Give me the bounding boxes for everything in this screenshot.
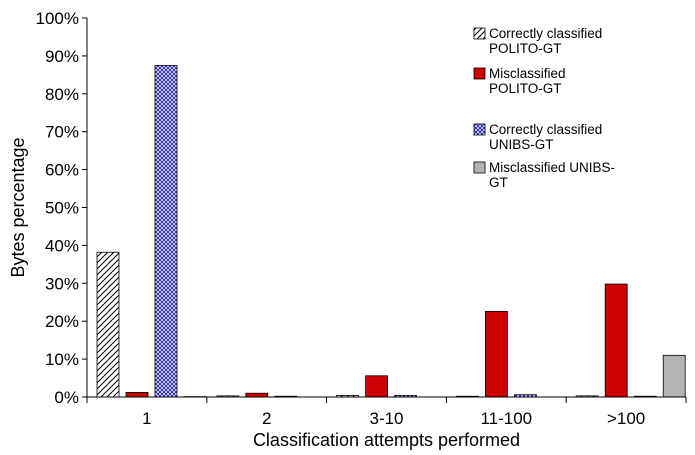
bar-2-2: [245, 392, 269, 398]
bar-2->100: [604, 283, 628, 398]
legend-label-4: Misclassified UNIBS-: [489, 160, 615, 175]
y-tick-label: 100%: [36, 9, 79, 28]
legend-swatch-3: [473, 123, 486, 136]
legend-label-1: POLITO-GT: [489, 41, 562, 56]
y-tick-label: 80%: [45, 85, 79, 104]
y-tick-label: 90%: [45, 47, 79, 66]
y-axis-title: Bytes percentage: [8, 137, 28, 277]
legend-label-4: GT: [489, 175, 508, 190]
y-tick-label: 70%: [45, 123, 79, 142]
legend-label-3: Correctly classified: [489, 122, 602, 137]
bar-2-3-10: [365, 375, 389, 398]
bar-3-1: [154, 64, 178, 398]
x-tick-label: >100: [607, 409, 645, 428]
legend: Correctly classifiedPOLITO-GTMisclassifi…: [473, 26, 615, 190]
legend-label-2: Misclassified: [489, 66, 566, 81]
legend-label-1: Correctly classified: [489, 26, 602, 41]
y-tick-label: 30%: [45, 274, 79, 293]
y-tick-label: 40%: [45, 236, 79, 255]
legend-label-2: POLITO-GT: [489, 81, 562, 96]
x-axis-ticks: 1 2 3-10 11-100 >100: [86, 397, 687, 428]
x-tick-label: 1: [142, 409, 151, 428]
x-tick-label: 3-10: [369, 409, 403, 428]
bar-2-11-100: [484, 310, 508, 398]
y-tick-label: 10%: [45, 350, 79, 369]
bar-4->100: [662, 354, 686, 398]
legend-swatch-1: [473, 27, 486, 40]
y-tick-label: 0%: [54, 388, 79, 407]
y-tick-label: 60%: [45, 161, 79, 180]
legend-label-3: UNIBS-GT: [489, 137, 554, 152]
bars-group: [96, 64, 686, 398]
legend-swatch-4: [473, 161, 486, 174]
legend-swatch-2: [473, 67, 486, 80]
bar-2-1: [125, 392, 149, 398]
x-tick-label: 11-100: [480, 409, 532, 428]
y-axis-ticks: 0% 10% 20% 30% 40% 50% 60% 70% 80% 90% 100%: [36, 9, 87, 407]
x-axis-title: Classification attempts performed: [253, 430, 520, 450]
bar-1-1: [96, 251, 120, 398]
x-tick-label: 2: [262, 409, 271, 428]
y-tick-label: 20%: [45, 312, 79, 331]
y-tick-label: 50%: [45, 199, 79, 218]
